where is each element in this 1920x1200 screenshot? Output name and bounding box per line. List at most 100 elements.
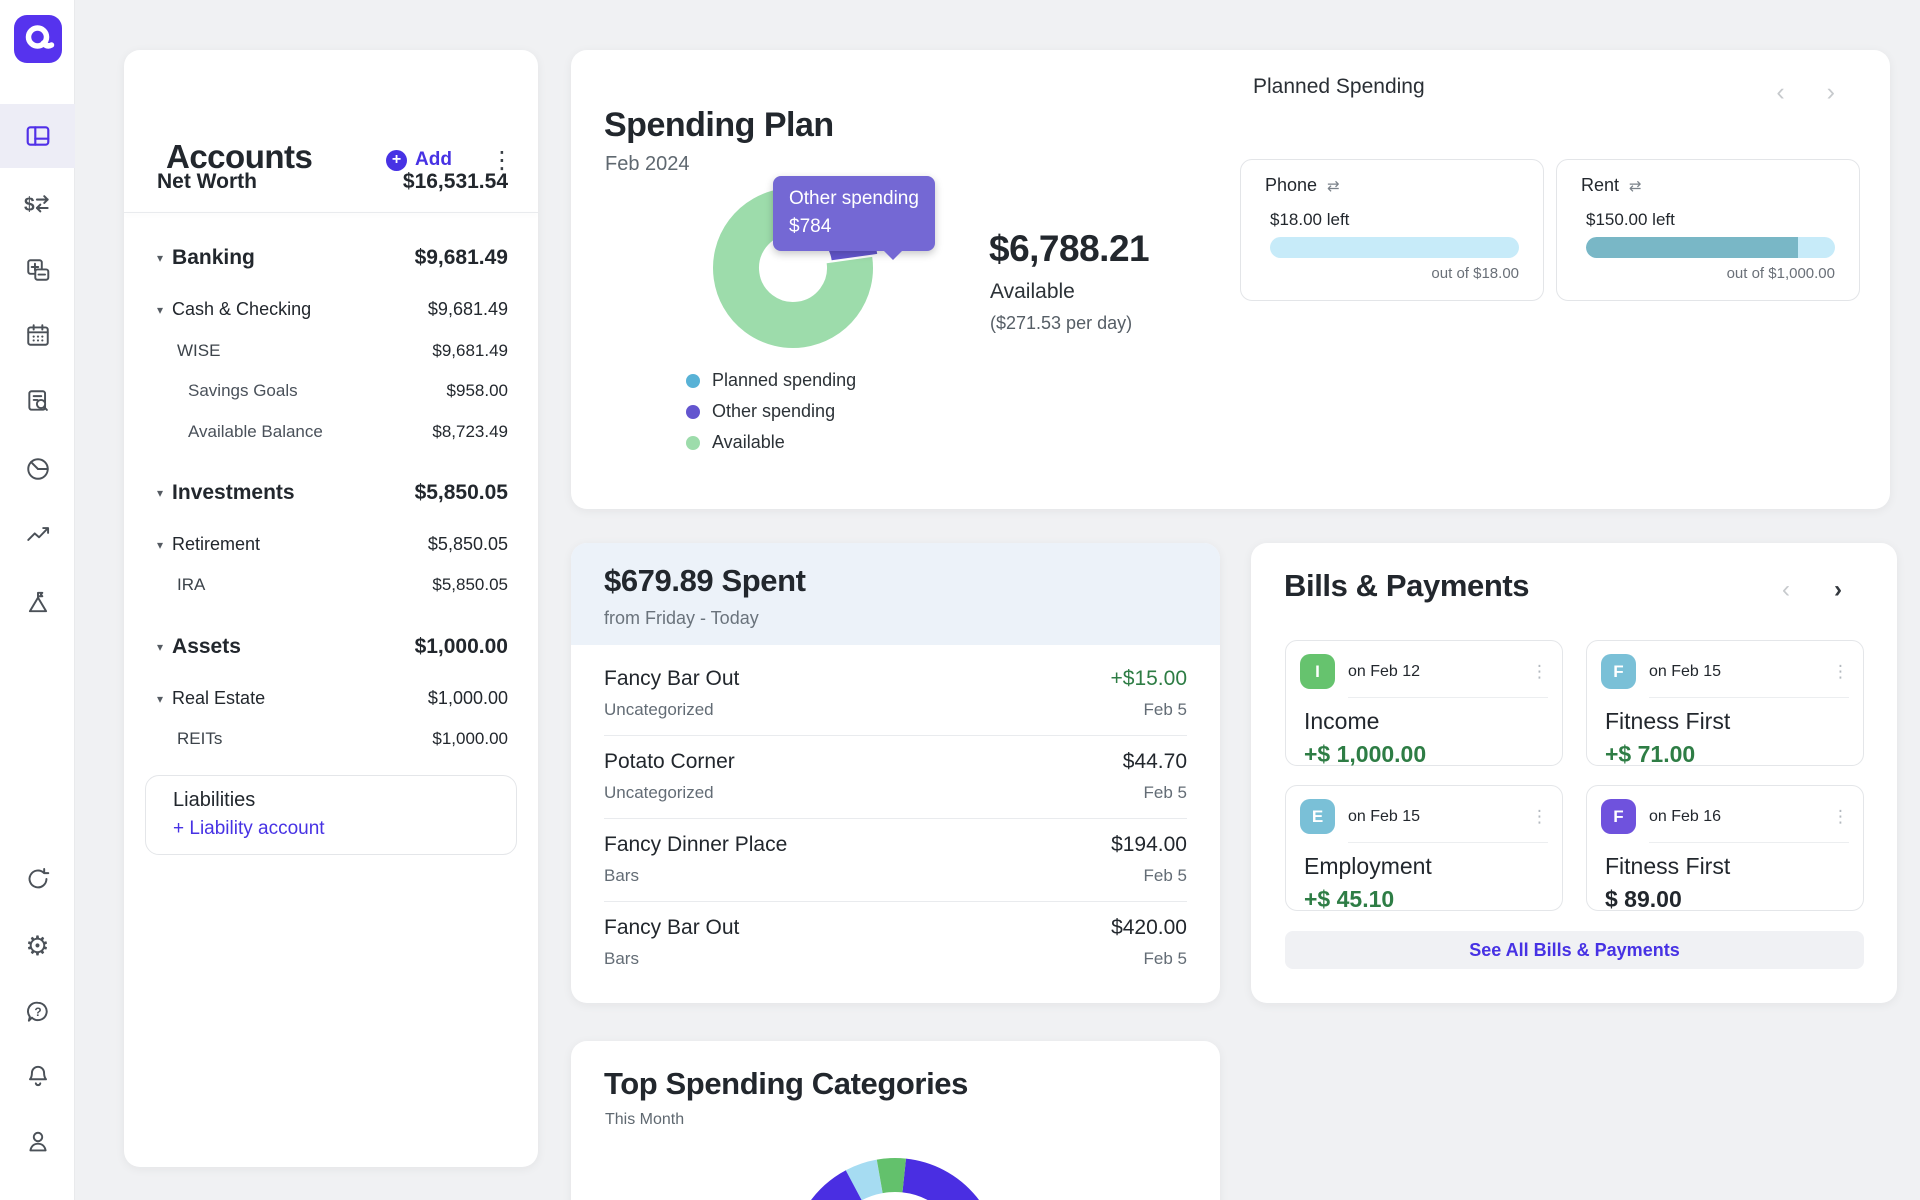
legend-dot-planned bbox=[686, 373, 700, 388]
see-all-bills-button[interactable]: See All Bills & Payments bbox=[1285, 931, 1864, 969]
bills-pager: ‹ › bbox=[1782, 576, 1842, 604]
sidebar-item-dashboard[interactable] bbox=[0, 104, 75, 168]
bill-card-employment[interactable]: E on Feb 15 ⋮ Employment +$ 45.10 bbox=[1285, 785, 1563, 912]
refresh-icon bbox=[28, 868, 49, 889]
bell-icon bbox=[28, 1065, 47, 1087]
legend-dot-available bbox=[686, 435, 700, 450]
account-group-retirement[interactable]: ▾ Retirement $5,850.05 bbox=[157, 534, 508, 554]
sidebar-item-accounts[interactable] bbox=[0, 242, 75, 298]
tooltip-value: $784 bbox=[789, 215, 832, 237]
sidebar-item-notifications[interactable] bbox=[0, 1048, 75, 1104]
app-logo[interactable] bbox=[14, 15, 62, 63]
sidebar-item-profile[interactable] bbox=[0, 1113, 75, 1169]
spending-plan-card: Spending Plan Feb 2024 Other spending $7… bbox=[571, 50, 1890, 509]
account-row-ira[interactable]: IRA $5,850.05 bbox=[177, 575, 508, 594]
net-worth-label: Net Worth bbox=[157, 170, 257, 193]
net-worth-row: Net Worth $16,531.54 bbox=[124, 170, 538, 194]
accounts-title: Accounts bbox=[166, 138, 313, 175]
chevron-right-icon[interactable]: › bbox=[1834, 576, 1842, 603]
svg-text:?: ? bbox=[34, 1005, 41, 1019]
bill-menu-button[interactable]: ⋮ bbox=[1832, 661, 1849, 681]
planned-item-phone[interactable]: Phone ⇄ $18.00 left out of $18.00 bbox=[1240, 159, 1544, 301]
bill-menu-button[interactable]: ⋮ bbox=[1832, 806, 1849, 826]
report-search-icon bbox=[27, 390, 48, 411]
caret-down-icon[interactable]: ▾ bbox=[157, 640, 164, 654]
account-row-savings-goals[interactable]: Savings Goals $958.00 bbox=[188, 381, 508, 400]
legend-dot-other bbox=[686, 404, 700, 419]
sidebar-item-goals[interactable] bbox=[0, 574, 75, 630]
account-row-reits[interactable]: REITs $1,000.00 bbox=[177, 729, 508, 748]
add-account-button[interactable]: + Add bbox=[386, 149, 452, 171]
tooltip-label: Other spending bbox=[789, 188, 919, 209]
available-amount: $6,788.21 bbox=[989, 228, 1150, 269]
sidebar-item-settings[interactable]: ⚙ bbox=[0, 918, 75, 974]
help-icon: ? bbox=[26, 1001, 48, 1022]
amount-left: $18.00 left bbox=[1270, 210, 1350, 229]
bills-payments-card: Bills & Payments ‹ › I on Feb 12 ⋮ Incom… bbox=[1251, 543, 1897, 1003]
caret-down-icon[interactable]: ▾ bbox=[157, 537, 164, 552]
transaction-row[interactable]: Fancy Bar Out Uncategorized +$15.00 Feb … bbox=[604, 653, 1187, 736]
transaction-row[interactable]: Fancy Dinner Place Bars $194.00 Feb 5 bbox=[604, 819, 1187, 902]
sidebar: $ bbox=[0, 0, 75, 1200]
account-row-wise[interactable]: WISE $9,681.49 bbox=[177, 341, 508, 360]
bill-badge: E bbox=[1300, 799, 1335, 834]
dashboard-icon bbox=[26, 126, 49, 146]
recurring-icon: ⇄ bbox=[1327, 177, 1340, 195]
caret-down-icon[interactable]: ▾ bbox=[157, 486, 164, 500]
planned-item-name: Rent bbox=[1581, 175, 1620, 195]
caret-down-icon[interactable]: ▾ bbox=[157, 302, 164, 317]
sidebar-item-transactions[interactable]: $ bbox=[0, 175, 75, 231]
chevron-left-icon[interactable]: ‹ bbox=[1776, 78, 1785, 106]
out-of-label: out of $18.00 bbox=[1431, 265, 1519, 282]
donut-legend: Planned spending Other spending Availabl… bbox=[686, 370, 856, 463]
legend-item-other: Other spending bbox=[686, 401, 856, 422]
add-liability-link[interactable]: + Liability account bbox=[173, 818, 325, 839]
caret-down-icon[interactable]: ▾ bbox=[157, 251, 164, 265]
account-group-banking[interactable]: ▾ Banking $9,681.49 bbox=[157, 246, 508, 269]
spent-title: $679.89 Spent bbox=[604, 563, 806, 598]
sidebar-item-reports[interactable] bbox=[0, 373, 75, 429]
sidebar-item-budgets[interactable] bbox=[0, 441, 75, 497]
account-group-assets[interactable]: ▾ Assets $1,000.00 bbox=[157, 635, 508, 658]
gear-icon: ⚙ bbox=[25, 930, 50, 961]
bill-badge: I bbox=[1300, 654, 1335, 689]
bill-badge: F bbox=[1601, 799, 1636, 834]
planned-spending-header: Planned Spending bbox=[1253, 75, 1425, 98]
bill-menu-button[interactable]: ⋮ bbox=[1531, 661, 1548, 681]
planned-item-rent[interactable]: Rent ⇄ $150.00 left out of $1,000.00 bbox=[1556, 159, 1860, 301]
sidebar-item-calendar[interactable] bbox=[0, 307, 75, 363]
transaction-row[interactable]: Fancy Bar Out Bars $420.00 Feb 5 bbox=[604, 916, 1187, 968]
account-group-investments[interactable]: ▾ Investments $5,850.05 bbox=[157, 481, 508, 504]
sidebar-item-help[interactable]: ? bbox=[0, 984, 75, 1040]
sidebar-item-trends[interactable] bbox=[0, 506, 75, 562]
bill-menu-button[interactable]: ⋮ bbox=[1531, 806, 1548, 826]
top-categories-donut-chart[interactable] bbox=[785, 1153, 1005, 1200]
bill-card-fitness-first-1[interactable]: F on Feb 15 ⋮ Fitness First +$ 71.00 bbox=[1586, 640, 1864, 767]
spent-header: $679.89 Spent from Friday - Today bbox=[571, 543, 1220, 645]
spending-plan-title: Spending Plan bbox=[604, 106, 834, 144]
calendar-icon bbox=[26, 324, 49, 346]
out-of-label: out of $1,000.00 bbox=[1726, 265, 1835, 282]
account-group-cash-checking[interactable]: ▾ Cash & Checking $9,681.49 bbox=[157, 299, 508, 319]
caret-down-icon[interactable]: ▾ bbox=[157, 691, 164, 706]
chevron-left-icon[interactable]: ‹ bbox=[1782, 576, 1790, 603]
plus-minus-accounts-icon bbox=[26, 259, 49, 281]
account-group-real-estate[interactable]: ▾ Real Estate $1,000.00 bbox=[157, 688, 508, 708]
transaction-row[interactable]: Potato Corner Uncategorized $44.70 Feb 5 bbox=[604, 736, 1187, 819]
chevron-right-icon[interactable]: › bbox=[1826, 78, 1835, 106]
pie-chart-icon bbox=[26, 458, 49, 480]
spending-plan-month: Feb 2024 bbox=[605, 153, 690, 175]
donut-tooltip: Other spending $784 bbox=[773, 176, 935, 261]
account-row-available-balance[interactable]: Available Balance $8,723.49 bbox=[188, 422, 508, 441]
net-worth-value: $16,531.54 bbox=[402, 170, 508, 193]
bill-card-fitness-first-2[interactable]: F on Feb 16 ⋮ Fitness First $ 89.00 bbox=[1586, 785, 1864, 912]
accounts-menu-button[interactable]: ⋮ bbox=[490, 147, 514, 174]
bill-card-income[interactable]: I on Feb 12 ⋮ Income +$ 1,000.00 bbox=[1285, 640, 1563, 767]
plus-icon: + bbox=[386, 149, 407, 171]
amount-left: $150.00 left bbox=[1586, 210, 1675, 229]
sidebar-item-refresh[interactable] bbox=[0, 851, 75, 907]
profile-icon bbox=[28, 1131, 47, 1152]
dollar-transfer-icon: $ bbox=[24, 194, 49, 215]
top-categories-title: Top Spending Categories bbox=[604, 1066, 968, 1101]
